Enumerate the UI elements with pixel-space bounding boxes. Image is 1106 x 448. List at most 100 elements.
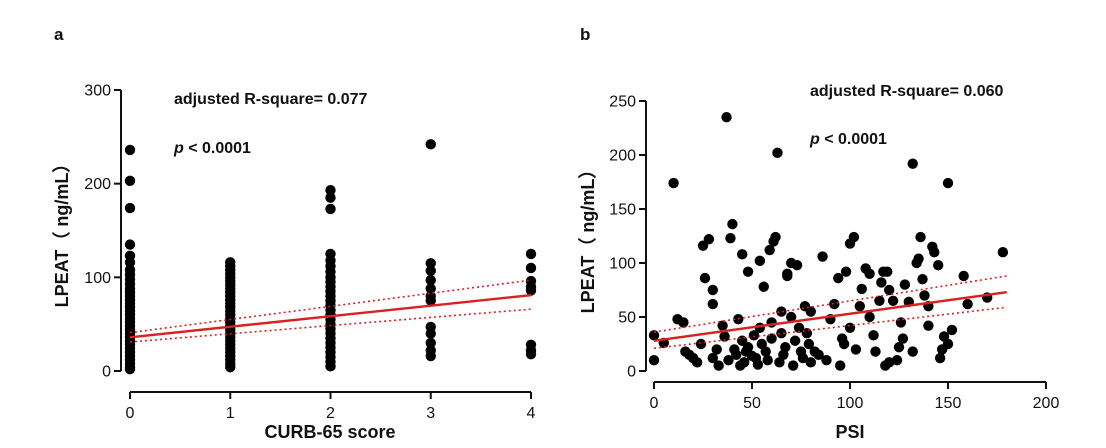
panel-b-point [907, 158, 918, 169]
panel-b-point [805, 306, 816, 317]
panel-b-point [719, 331, 730, 342]
panel-b-point [891, 355, 903, 366]
panel-b-point [893, 342, 905, 353]
panel-a-point [325, 361, 336, 372]
panel-b-point [703, 234, 715, 245]
panel-b-point [876, 277, 887, 288]
panel-b-point [762, 355, 773, 366]
panel-b-point [884, 357, 895, 368]
panel-b-point [776, 306, 787, 317]
panel-b-point [797, 352, 809, 364]
panel-b-point [850, 344, 862, 355]
panel-a-point [325, 185, 336, 196]
panel-a-x-label: CURB-65 score [264, 422, 395, 442]
panel-b-point [789, 335, 801, 346]
panel-b-point [942, 338, 954, 350]
panel-a-p-annotation: p < 0.0001 [173, 140, 251, 157]
panel-a-point [425, 139, 436, 150]
panel-b-point [899, 279, 911, 290]
panel-b-y-label: LPEAT（ ng/mL） [578, 161, 598, 314]
panel-b-r2-annotation: adjusted R-square= 0.060 [810, 83, 1004, 100]
panel-b-point [848, 231, 860, 243]
panel-b-point [870, 346, 881, 357]
panel-b-point [707, 352, 718, 364]
panel-b-point [933, 259, 944, 271]
panel-a-point [425, 283, 436, 294]
panel-b-point [770, 231, 781, 243]
panel-b-point [864, 268, 875, 279]
panel-b-y-tick-label: 150 [609, 202, 636, 219]
panel-b-point [727, 218, 738, 230]
panel-a-point [525, 262, 537, 274]
panel-b-point [780, 342, 791, 353]
panel-b-point [801, 328, 813, 339]
panel-b-point [772, 147, 783, 159]
panel-b-point [907, 346, 918, 357]
panel-b: b 0 50 100 150 200 0 50 100 150 200 250 adjusted R… [578, 25, 1059, 442]
panel-b-point [699, 272, 711, 284]
panel-a-x-tick-label: 0 [126, 405, 135, 422]
panel-b-point [884, 284, 895, 296]
panel-b-y-tick-label: 250 [609, 94, 636, 111]
panel-a-p-value: < 0.0001 [184, 140, 251, 157]
panel-a-fit-line [129, 293, 532, 339]
panel-b-point [764, 244, 775, 256]
panel-a-point [425, 265, 436, 276]
panel-a-y-tick-label: 200 [84, 176, 111, 193]
panel-b-p-value: < 0.0001 [820, 131, 887, 148]
panel-a-point [425, 328, 436, 339]
panel-b-point [934, 352, 946, 364]
panel-b-point [874, 295, 885, 306]
panel-a-y-tick-label: 100 [84, 270, 111, 287]
panel-b-point [942, 177, 954, 189]
panel-b-point [805, 357, 816, 368]
panel-a-point [425, 337, 436, 349]
panel-a-point [525, 248, 537, 260]
panel-b-point [854, 301, 865, 312]
panel-a-point [124, 144, 136, 156]
panel-b-point [742, 266, 754, 277]
panel-a-point [425, 350, 436, 362]
panel-b-x-tick-label: 200 [1033, 395, 1060, 412]
panel-b-x-tick-label: 150 [935, 395, 962, 412]
panel-b-point [648, 330, 660, 341]
panel-b-point [958, 270, 969, 282]
panel-b-point [844, 322, 856, 333]
panel-b-y-tick-label: 50 [618, 310, 636, 327]
panel-b-ci-lower-line [653, 306, 1007, 350]
panel-b-y-tick-label: 200 [609, 148, 636, 165]
panel-b-point [748, 330, 760, 341]
panel-a-point [525, 285, 537, 296]
panel-a-point [225, 362, 236, 373]
panel-b-x-tick-label: 100 [837, 395, 864, 412]
panel-b-point [868, 330, 879, 341]
panel-b-ticks: 0 50 100 150 200 0 50 100 150 200 250 [609, 94, 1059, 413]
panel-b-point [766, 333, 777, 344]
panel-b-marks [648, 112, 1009, 371]
panel-a-x-tick-label: 2 [326, 405, 335, 422]
panel-b-x-label: PSI [835, 422, 864, 442]
panel-a: a 0 1 2 3 4 0 100 200 300 adjusted R-square= 0.0… [52, 25, 537, 442]
panel-b-point [929, 247, 940, 258]
panel-b-point [742, 342, 754, 353]
panel-a-point [325, 203, 336, 215]
panel-a-ticks: 0 1 2 3 4 0 100 200 300 [84, 83, 535, 423]
panel-b-point [725, 232, 736, 244]
panel-b-x-tick-label: 50 [743, 395, 761, 412]
panel-b-point [793, 322, 805, 333]
panel-b-point [786, 311, 797, 323]
panel-a-marks [124, 139, 537, 375]
panel-b-point [754, 255, 766, 267]
panel-a-point [124, 257, 136, 268]
panel-b-point [691, 357, 703, 368]
panel-b-point [678, 317, 689, 328]
panel-b-p-symbol: p [809, 131, 820, 148]
panel-b-point [760, 346, 771, 357]
panel-b-point [923, 320, 934, 331]
panel-b-point [791, 259, 803, 271]
panel-b-point [707, 284, 718, 296]
panel-b-point [919, 290, 930, 301]
panel-b-point [713, 360, 724, 371]
panel-b-x-tick-label: 0 [650, 395, 659, 412]
